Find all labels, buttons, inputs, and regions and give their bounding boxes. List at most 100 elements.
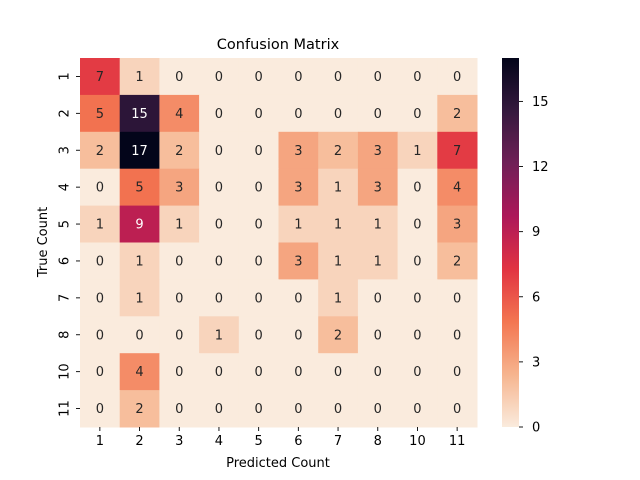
- heatmap-cell: [397, 168, 438, 207]
- heatmap-cell: [238, 353, 279, 391]
- heatmap-cell: [80, 279, 121, 317]
- heatmap-cell: [397, 279, 438, 317]
- heatmap-cell: [278, 58, 319, 96]
- heatmap-cell: [278, 131, 319, 170]
- x-axis-label: Predicted Count: [226, 456, 330, 471]
- heatmap-cell: [119, 205, 160, 243]
- cell-value-label: 0: [215, 107, 223, 122]
- cell-value-label: 0: [175, 254, 183, 269]
- heatmap-cell: [278, 242, 319, 280]
- heatmap-cell: [80, 131, 121, 170]
- cell-value-label: 4: [135, 365, 143, 380]
- cell-value-label: 0: [215, 402, 223, 417]
- cell-value-label: 0: [255, 291, 263, 306]
- cell-value-label: 0: [453, 365, 461, 380]
- cell-value-label: 0: [255, 402, 263, 417]
- cell-value-label: 0: [294, 107, 302, 122]
- cell-value-label: 0: [374, 328, 382, 343]
- heatmap-cell: [80, 242, 121, 280]
- heatmap-cell: [437, 131, 478, 170]
- cell-value-label: 1: [96, 218, 104, 233]
- cell-value-label: 0: [255, 328, 263, 343]
- colorbar-tick-label: 0: [532, 421, 540, 436]
- cell-value-label: 5: [135, 181, 143, 196]
- heatmap-cell: [199, 353, 240, 391]
- y-axis-ticks: 1 2 3 4 5 6 7 8 10 11: [58, 72, 80, 417]
- heatmap-cell: [238, 58, 279, 96]
- y-tick-label: 1: [58, 72, 73, 80]
- heatmap-cells: 7 1 0 0 0 0 0 0 0 05 15 4 0 0 0 0 0 0 22 17 2 0 0 3 2 3 1 70 5 3 0 0 3 1 3…: [80, 58, 478, 428]
- cell-value-label: 0: [294, 328, 302, 343]
- cell-value-label: 0: [413, 107, 421, 122]
- x-tick-label: 11: [449, 434, 466, 449]
- cell-value-label: 7: [453, 144, 461, 159]
- cell-value-label: 2: [453, 254, 461, 269]
- cell-value-label: 0: [215, 365, 223, 380]
- heatmap-cell: [159, 390, 200, 428]
- cell-value-label: 17: [131, 144, 148, 159]
- heatmap-cell: [238, 279, 279, 317]
- heatmap-cell: [119, 58, 160, 96]
- y-axis-label: True Count: [36, 207, 51, 278]
- heatmap-cell: [357, 94, 399, 133]
- cell-value-label: 0: [96, 254, 104, 269]
- heatmap-cell: [278, 353, 319, 391]
- cell-value-label: 0: [374, 402, 382, 417]
- heatmap-cell: [397, 205, 438, 243]
- x-tick-label: 3: [175, 434, 183, 449]
- colorbar-ticks: 0 3 6 9 12 15: [519, 95, 549, 436]
- cell-value-label: 2: [334, 144, 342, 159]
- heatmap-cell: [238, 316, 279, 354]
- x-tick-label: 4: [215, 434, 223, 449]
- heatmap-cell: [119, 131, 160, 170]
- cell-value-label: 0: [374, 291, 382, 306]
- cell-value-label: 1: [135, 254, 143, 269]
- heatmap-cell: [238, 390, 279, 428]
- cell-value-label: 3: [294, 254, 302, 269]
- heatmap-cell: [159, 353, 200, 391]
- heatmap-cell: [397, 94, 438, 133]
- cell-value-label: 2: [175, 144, 183, 159]
- heatmap-cell: [199, 242, 240, 280]
- x-tick-label: 1: [96, 434, 104, 449]
- cell-value-label: 1: [413, 144, 421, 159]
- cell-value-label: 0: [175, 328, 183, 343]
- cell-value-label: 0: [413, 365, 421, 380]
- cell-value-label: 0: [255, 254, 263, 269]
- heatmap-cell: [357, 58, 399, 96]
- cell-value-label: 0: [334, 107, 342, 122]
- colorbar-tick-label: 6: [532, 290, 540, 305]
- cell-value-label: 0: [255, 365, 263, 380]
- heatmap-cell: [80, 390, 121, 428]
- heatmap-cell: [278, 279, 319, 317]
- cell-value-label: 0: [413, 328, 421, 343]
- heatmap-cell: [397, 390, 438, 428]
- cell-value-label: 0: [413, 291, 421, 306]
- heatmap-cell: [278, 205, 319, 243]
- x-tick-label: 10: [409, 434, 426, 449]
- cell-value-label: 0: [215, 291, 223, 306]
- heatmap-cell: [199, 205, 240, 243]
- heatmap-cell: [318, 58, 359, 96]
- heatmap-cell: [238, 168, 279, 207]
- y-tick-label: 10: [58, 363, 73, 380]
- cell-value-label: 2: [334, 328, 342, 343]
- cell-value-label: 0: [135, 328, 143, 343]
- cell-value-label: 0: [294, 291, 302, 306]
- heatmap-cell: [397, 242, 438, 280]
- cell-value-label: 1: [334, 181, 342, 196]
- cell-value-label: 4: [175, 107, 183, 122]
- heatmap-cell: [238, 242, 279, 280]
- cell-value-label: 0: [413, 402, 421, 417]
- heatmap-cell: [437, 316, 478, 354]
- heatmap-cell: [159, 94, 200, 133]
- cell-value-label: 0: [413, 181, 421, 196]
- cell-value-label: 1: [374, 254, 382, 269]
- heatmap-cell: [357, 205, 399, 243]
- x-tick-label: 7: [334, 434, 342, 449]
- y-tick-label: 8: [58, 331, 73, 339]
- cell-value-label: 0: [255, 218, 263, 233]
- heatmap-cell: [357, 279, 399, 317]
- cell-value-label: 0: [96, 365, 104, 380]
- cell-value-label: 0: [96, 291, 104, 306]
